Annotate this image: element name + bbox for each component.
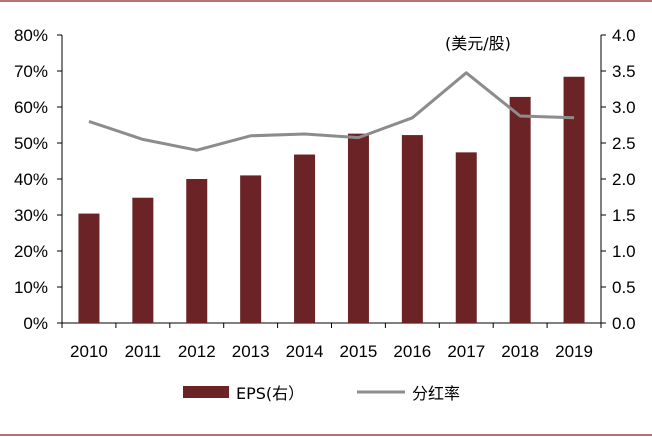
bar-eps: [563, 76, 585, 323]
left-axis-ticks: 0% 10% 20% 30% 40% 50% 60% 70% 80%: [14, 26, 62, 333]
right-tick-label: 0.0: [612, 314, 636, 333]
left-tick-label: 80%: [14, 26, 48, 45]
right-tick-label: 2.0: [612, 170, 636, 189]
x-tick-label: 2013: [232, 342, 270, 361]
bar-series: [78, 76, 585, 323]
bar-eps: [294, 154, 316, 323]
right-tick-label: 3.0: [612, 98, 636, 117]
bar-eps: [78, 213, 100, 323]
legend: EPS(右） 分红率: [183, 384, 460, 403]
right-tick-label: 3.5: [612, 62, 636, 81]
right-tick-label: 0.5: [612, 278, 636, 297]
bar-eps: [401, 135, 423, 323]
line-series: [88, 71, 575, 152]
x-tick-label: 2011: [125, 342, 162, 361]
x-tick-label: 2016: [393, 342, 431, 361]
left-tick-label: 0%: [23, 314, 48, 333]
x-tick-label: 2015: [340, 342, 378, 361]
x-tick-label: 2010: [70, 342, 108, 361]
legend-label-payout: 分红率: [412, 384, 460, 403]
right-axis-ticks: 0.0 0.5 1.0 1.5 2.0 2.5 3.0 3.5 4.0: [601, 26, 636, 333]
x-tick-label: 2012: [178, 342, 216, 361]
left-tick-label: 10%: [14, 278, 48, 297]
left-tick-label: 40%: [14, 170, 48, 189]
bar-eps: [186, 179, 208, 323]
left-tick-label: 60%: [14, 98, 48, 117]
left-tick-label: 20%: [14, 242, 48, 261]
bar-eps: [509, 96, 531, 323]
bar-eps: [240, 175, 262, 323]
right-tick-label: 4.0: [612, 26, 636, 45]
right-tick-label: 2.5: [612, 134, 636, 153]
right-tick-label: 1.0: [612, 242, 636, 261]
left-tick-label: 50%: [14, 134, 48, 153]
x-tick-label: 2017: [447, 342, 485, 361]
bar-eps: [455, 152, 477, 323]
left-tick-label: 70%: [14, 62, 48, 81]
line-payout-ratio: [88, 71, 575, 152]
right-tick-label: 1.5: [612, 206, 636, 225]
x-axis-ticks: 2010 2011 2012 2013 2014 2015 2016 2017 2018 2019: [61, 323, 602, 361]
bar-eps: [132, 197, 154, 323]
x-tick-label: 2019: [555, 342, 593, 361]
left-tick-label: 30%: [14, 206, 48, 225]
bar-eps: [347, 133, 369, 323]
legend-swatch-eps: [183, 386, 229, 398]
x-tick-label: 2018: [501, 342, 539, 361]
legend-label-eps: EPS(右）: [236, 384, 304, 403]
right-axis-unit-label: (美元/股): [445, 34, 511, 53]
x-tick-label: 2014: [286, 342, 324, 361]
